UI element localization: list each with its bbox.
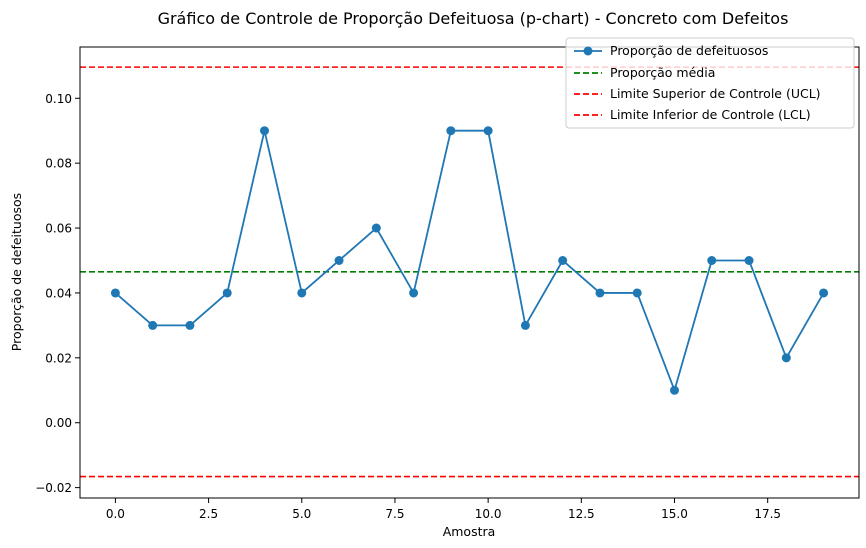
data-point bbox=[148, 320, 158, 330]
data-point bbox=[483, 126, 493, 136]
data-point bbox=[222, 288, 232, 298]
data-point bbox=[632, 288, 642, 298]
y-tick-label: 0.08 bbox=[45, 157, 72, 171]
plot-frame bbox=[79, 46, 860, 499]
x-tick-label: 17.5 bbox=[754, 507, 781, 521]
x-tick-label: 5.0 bbox=[292, 507, 311, 521]
x-axis-label: Amostra bbox=[443, 524, 496, 539]
legend-label-lcl: Limite Inferior de Controle (LCL) bbox=[610, 107, 811, 122]
y-tick-label: 0.00 bbox=[45, 416, 72, 430]
data-point bbox=[520, 320, 530, 330]
y-axis-label: Proporção de defeituosos bbox=[9, 193, 24, 351]
data-point bbox=[260, 126, 269, 136]
data-point bbox=[446, 126, 456, 136]
y-tick-label: 0.10 bbox=[45, 92, 72, 106]
data-point bbox=[781, 353, 791, 363]
data-point bbox=[670, 385, 679, 395]
x-tick-label: 2.5 bbox=[199, 507, 218, 521]
data-point bbox=[595, 288, 605, 298]
y-tick-label: −0.02 bbox=[35, 481, 72, 495]
legend-box bbox=[565, 37, 855, 129]
legend-label-series: Proporção de defeituosos bbox=[610, 43, 768, 58]
data-point bbox=[371, 223, 381, 233]
y-tick-label: 0.06 bbox=[45, 222, 72, 236]
data-point bbox=[110, 288, 120, 298]
y-tick-label: 0.04 bbox=[45, 286, 72, 300]
legend-label-mean: Proporção média bbox=[610, 65, 715, 80]
data-point bbox=[334, 255, 344, 265]
data-point bbox=[744, 255, 754, 265]
data-point bbox=[297, 288, 307, 298]
legend-series-marker bbox=[583, 46, 593, 56]
legend-label-ucl: Limite Superior de Controle (UCL) bbox=[610, 86, 821, 101]
x-tick-label: 10.0 bbox=[475, 507, 502, 521]
data-point bbox=[819, 288, 829, 298]
x-tick-label: 12.5 bbox=[568, 507, 595, 521]
x-tick-label: 7.5 bbox=[385, 507, 404, 521]
data-point bbox=[409, 288, 419, 298]
series-line-defect-proportion bbox=[114, 129, 825, 392]
x-tick-label: 0.0 bbox=[106, 507, 125, 521]
data-point bbox=[185, 320, 195, 330]
chart-title: Gráfico de Controle de Proporção Defeitu… bbox=[158, 9, 789, 28]
y-tick-label: 0.02 bbox=[45, 351, 72, 365]
data-point bbox=[558, 255, 568, 265]
data-point bbox=[707, 255, 717, 265]
x-tick-label: 15.0 bbox=[661, 507, 688, 521]
legend: Proporção de defeituosos Proporção média… bbox=[565, 37, 855, 129]
